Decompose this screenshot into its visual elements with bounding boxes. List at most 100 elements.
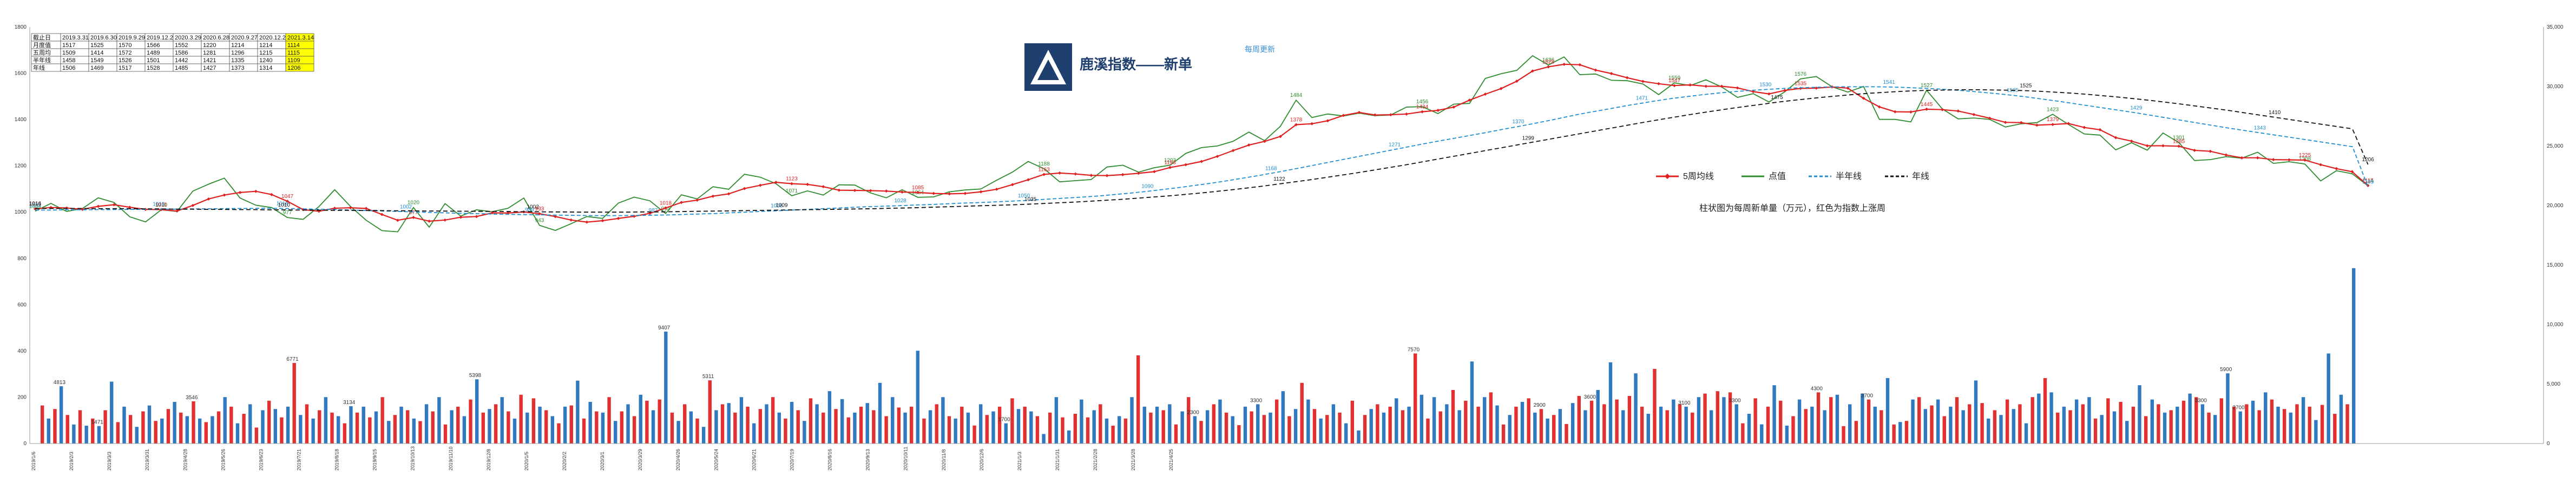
new-orders-bar: [469, 399, 472, 444]
new-orders-bar: [2345, 404, 2349, 444]
x-tick-label: 2021/4/25: [1168, 449, 1174, 471]
new-orders-bar: [947, 416, 951, 444]
new-orders-bar: [2194, 397, 2198, 444]
new-orders-bar: [2138, 385, 2141, 444]
new-orders-bar: [607, 397, 611, 444]
legend-marker: [1665, 174, 1670, 179]
new-orders-bar: [1016, 409, 1021, 444]
new-orders-bar: [110, 381, 114, 444]
right-axis: 35,000 30,000 25,000 20,000 15,000 10,000 5,00…: [2543, 24, 2564, 447]
right-axis-tick-label: 35,000: [2547, 24, 2564, 30]
new-orders-bar: [595, 411, 599, 444]
new-orders-bar: [1691, 412, 1694, 444]
series-point-marker: [790, 182, 794, 186]
series-point-marker: [554, 215, 557, 219]
summary-table-cell-text: 1552: [175, 42, 188, 49]
series-point-marker: [1688, 83, 1692, 87]
series-point-label: 1559: [1668, 75, 1681, 81]
new-orders-bar: [1640, 406, 1644, 444]
series-point-marker: [963, 191, 967, 195]
series-point-marker: [2114, 136, 2118, 140]
series-point-marker: [806, 182, 810, 186]
new-orders-bar: [1293, 409, 1298, 444]
new-orders-bar: [1987, 418, 1990, 444]
new-orders-bar: [2327, 353, 2330, 444]
series-point-label: 1071: [786, 188, 798, 194]
new-orders-bar: [1734, 404, 1738, 444]
summary-table-cell-text: 1214: [259, 42, 272, 49]
series-point-label: 1009: [776, 202, 788, 208]
new-orders-bar: [2100, 415, 2104, 444]
series-point-label: 1475: [1771, 95, 1783, 101]
new-orders-bar: [1911, 399, 1915, 444]
series-point-label: 1378: [1290, 117, 1303, 123]
new-orders-bar: [1533, 412, 1537, 444]
new-orders-bar: [582, 418, 586, 444]
new-orders-bar: [557, 423, 561, 444]
new-orders-bar: [1111, 426, 1115, 444]
series-point-marker: [1278, 135, 1282, 138]
summary-table-cell-text: 2019.12.29: [147, 35, 176, 41]
bar-data-label: 3700: [1861, 393, 1874, 399]
series-point-marker: [727, 192, 731, 196]
new-orders-bar: [1842, 426, 1845, 444]
new-orders-bar: [1848, 404, 1852, 444]
right-axis-tick-label: 10,000: [2547, 322, 2564, 328]
new-orders-bar: [1615, 399, 1619, 444]
summary-table-cell-text: 1458: [62, 57, 75, 64]
new-orders-bar: [116, 422, 120, 444]
new-orders-bar: [380, 397, 384, 444]
series-point-label: 977: [283, 210, 292, 216]
series-point-label: 1028: [894, 198, 906, 204]
new-orders-bar: [1936, 399, 1940, 444]
new-orders-bar: [1923, 409, 1928, 444]
series-point-marker: [1909, 110, 1913, 114]
new-orders-bar: [1432, 397, 1436, 444]
new-orders-bar: [443, 424, 448, 444]
new-orders-bar: [935, 404, 938, 444]
new-orders-bar: [2276, 406, 2280, 444]
series-point-marker: [96, 204, 100, 208]
x-tick-label: 2019/3/31: [144, 449, 150, 471]
series-point-marker: [1925, 107, 1929, 111]
series-point-marker: [1326, 119, 1330, 123]
new-orders-bar: [254, 427, 259, 444]
legend-entry-label: 年线: [1912, 171, 1929, 181]
new-orders-bar: [701, 427, 706, 444]
new-orders-bar: [450, 410, 454, 444]
x-tick-label: 2019/6/23: [258, 449, 264, 471]
new-orders-bar: [2352, 268, 2356, 444]
new-orders-bar: [292, 363, 296, 444]
series-point-marker: [1673, 84, 1677, 88]
series-point-marker: [616, 216, 620, 220]
summary-table-cell-text: 1509: [62, 50, 75, 56]
new-orders-bar: [891, 397, 895, 444]
series-point-marker: [900, 190, 904, 194]
series-point-marker: [1184, 163, 1188, 167]
logo-inner-icon: [1037, 59, 1059, 80]
series-point-label: 1050: [1018, 193, 1030, 199]
x-axis: 2019/1/6 2019/2/3 2019/3/3 2019/3/31 2019/4/…: [30, 443, 2544, 471]
new-orders-bar: [393, 415, 397, 444]
new-orders-bar: [1319, 418, 1323, 444]
left-axis-tick-label: 1800: [15, 24, 27, 30]
series-point-marker: [2161, 144, 2165, 148]
new-orders-bar: [2200, 404, 2205, 444]
new-orders-bar: [2112, 411, 2117, 444]
new-orders-bar: [1766, 406, 1770, 444]
new-orders-bar: [1451, 390, 1455, 444]
series-point-marker: [1530, 69, 1534, 73]
series-point-marker: [412, 216, 416, 220]
new-orders-bar: [1823, 410, 1826, 444]
summary-table-cell-text: 1517: [119, 65, 132, 71]
new-orders-bar: [1527, 398, 1530, 444]
new-orders-bar: [1130, 397, 1134, 444]
series-point-label: 1628: [1542, 59, 1555, 65]
new-orders-bar: [720, 404, 725, 444]
new-orders-bar: [683, 404, 687, 444]
new-orders-bar: [1570, 403, 1575, 444]
new-orders-bar: [2037, 393, 2041, 444]
series-point-label: 1109: [2362, 180, 2374, 186]
series-point-label: 1011: [155, 202, 167, 208]
new-orders-bar: [500, 397, 504, 444]
